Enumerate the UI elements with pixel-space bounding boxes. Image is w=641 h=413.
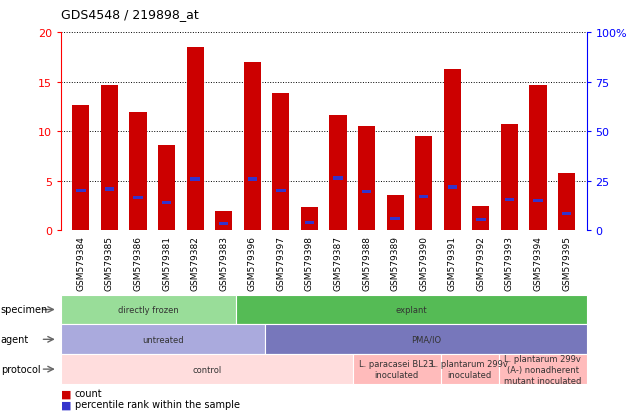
- Bar: [558, 173, 575, 231]
- Bar: [72, 106, 90, 231]
- Text: untreated: untreated: [142, 335, 184, 344]
- Bar: [187, 48, 204, 231]
- Text: ■: ■: [61, 399, 71, 409]
- Bar: [358, 127, 375, 231]
- Text: control: control: [192, 365, 222, 374]
- Bar: [304, 221, 314, 225]
- Bar: [415, 137, 432, 231]
- Text: L. paracasei BL23
inoculated: L. paracasei BL23 inoculated: [360, 359, 434, 379]
- Bar: [215, 211, 232, 231]
- Bar: [219, 222, 228, 225]
- Bar: [162, 202, 171, 205]
- Bar: [76, 190, 86, 193]
- Bar: [472, 206, 489, 231]
- Text: directly frozen: directly frozen: [118, 305, 179, 314]
- Bar: [562, 212, 571, 216]
- Bar: [244, 63, 261, 231]
- Bar: [504, 199, 514, 202]
- Bar: [329, 116, 347, 231]
- Bar: [362, 190, 371, 194]
- Text: PMA/IO: PMA/IO: [411, 335, 441, 344]
- Text: L. plantarum 299v
inoculated: L. plantarum 299v inoculated: [431, 359, 508, 379]
- Bar: [476, 218, 485, 222]
- Bar: [272, 93, 290, 231]
- Bar: [533, 199, 543, 203]
- Bar: [444, 70, 461, 231]
- Text: GDS4548 / 219898_at: GDS4548 / 219898_at: [61, 8, 199, 21]
- Text: percentile rank within the sample: percentile rank within the sample: [75, 399, 240, 409]
- Bar: [190, 178, 200, 181]
- Text: specimen: specimen: [1, 305, 48, 315]
- Bar: [133, 197, 143, 200]
- Text: protocol: protocol: [1, 364, 40, 374]
- Bar: [247, 178, 257, 181]
- Bar: [419, 195, 428, 199]
- Text: L. plantarum 299v
(A-) nonadherent
mutant inoculated: L. plantarum 299v (A-) nonadherent mutan…: [504, 354, 581, 385]
- Bar: [276, 190, 286, 193]
- Bar: [387, 195, 404, 231]
- Bar: [333, 177, 343, 180]
- Bar: [501, 125, 518, 231]
- Bar: [447, 185, 457, 189]
- Text: explant: explant: [395, 305, 427, 314]
- Text: ■: ■: [61, 389, 71, 399]
- Bar: [158, 146, 175, 231]
- Text: agent: agent: [1, 335, 29, 344]
- Bar: [101, 85, 118, 231]
- Bar: [301, 207, 318, 231]
- Bar: [529, 85, 547, 231]
- Bar: [390, 217, 400, 221]
- Bar: [129, 113, 147, 231]
- Text: count: count: [75, 389, 103, 399]
- Bar: [104, 188, 114, 191]
